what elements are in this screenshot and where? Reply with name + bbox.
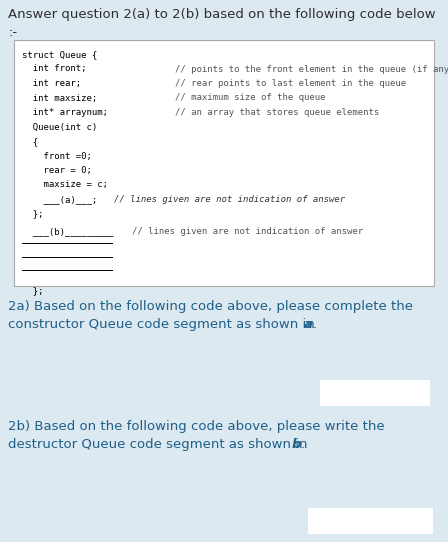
Bar (308, 508, 433, 534)
Text: struct Queue {: struct Queue { (22, 50, 97, 59)
Text: ___(a)___;: ___(a)___; (22, 195, 97, 204)
Text: // an array that stores queue elements: // an array that stores queue elements (175, 108, 379, 117)
Bar (14, 40, 434, 286)
Text: Queue(int c): Queue(int c) (22, 122, 97, 132)
Text: int rear;: int rear; (22, 79, 81, 88)
Text: {: { (22, 137, 38, 146)
Text: };: }; (22, 210, 43, 218)
Text: b: b (292, 437, 302, 450)
Text: // lines given are not indication of answer: // lines given are not indication of ans… (114, 195, 345, 204)
Text: constructor Queue code segment as shown in: constructor Queue code segment as shown … (8, 318, 319, 331)
Text: // points to the front element in the queue (if any): // points to the front element in the qu… (175, 64, 448, 74)
Text: int front;: int front; (22, 64, 86, 74)
Text: // rear points to last element in the queue: // rear points to last element in the qu… (175, 79, 406, 88)
Text: destructor Queue code segment as shown in: destructor Queue code segment as shown i… (8, 437, 312, 450)
Text: maxsize = c;: maxsize = c; (22, 180, 108, 190)
Bar (320, 380, 430, 406)
Text: int maxsize;: int maxsize; (22, 94, 97, 102)
Text: .: . (301, 437, 305, 450)
Text: front =0;: front =0; (22, 152, 92, 160)
Text: // lines given are not indication of answer: // lines given are not indication of ans… (132, 227, 363, 236)
Text: rear = 0;: rear = 0; (22, 166, 92, 175)
Text: a: a (304, 318, 313, 331)
Text: int* arraynum;: int* arraynum; (22, 108, 108, 117)
Text: Answer question 2(a) to 2(b) based on the following code below: Answer question 2(a) to 2(b) based on th… (8, 8, 435, 21)
Text: };: }; (22, 286, 43, 295)
Text: ___(b)_________: ___(b)_________ (22, 227, 113, 236)
Text: 2a) Based on the following code above, please complete the: 2a) Based on the following code above, p… (8, 300, 413, 313)
Text: .: . (313, 318, 317, 331)
Text: // maximum size of the queue: // maximum size of the queue (175, 94, 326, 102)
Text: :-: :- (8, 26, 17, 39)
Text: 2b) Based on the following code above, please write the: 2b) Based on the following code above, p… (8, 420, 385, 433)
